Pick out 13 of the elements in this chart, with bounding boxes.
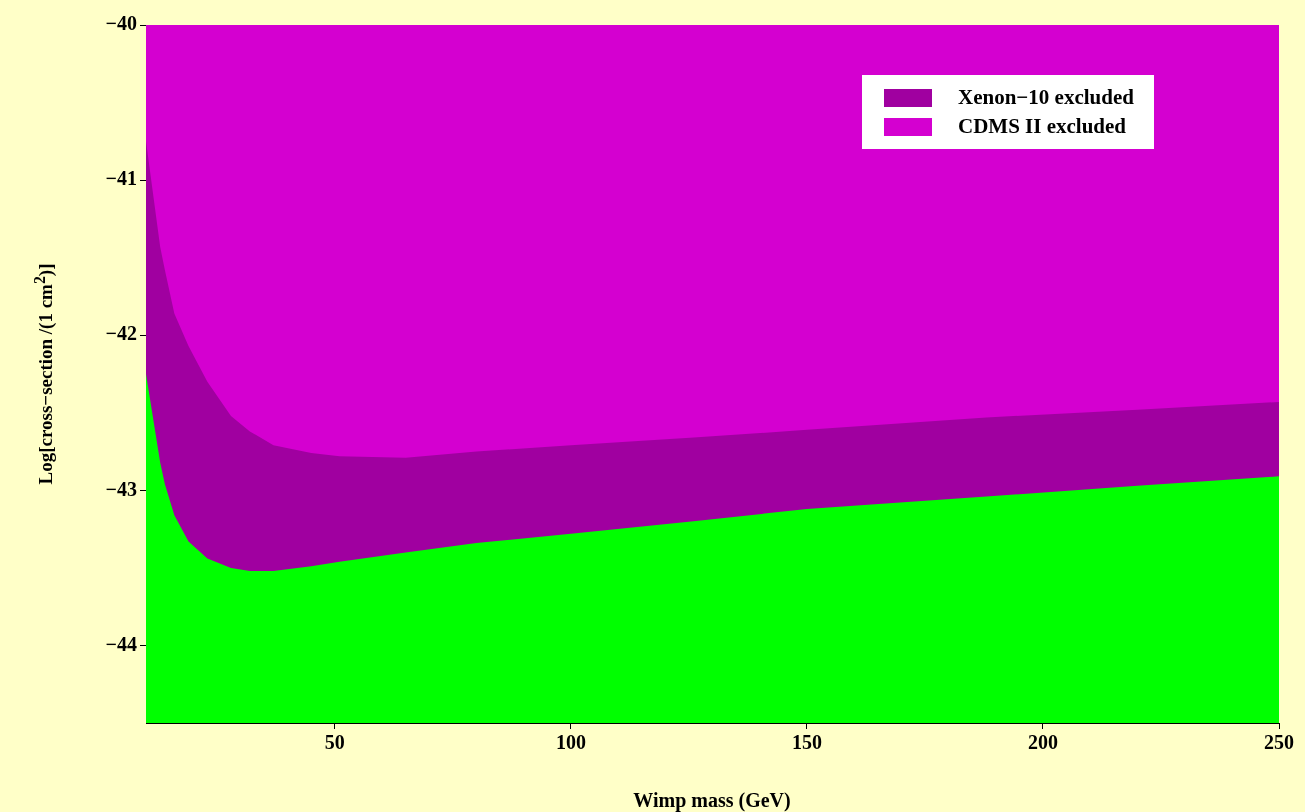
y-tick-label: −40 [105,12,137,35]
legend-label: Xenon−10 excluded [958,85,1134,110]
x-tick-label: 50 [324,731,345,754]
x-tick-label: 250 [1264,731,1294,754]
y-tick-label: −42 [105,322,137,345]
x-tick-label: 200 [1027,731,1058,754]
x-axis-title: Wimp mass (GeV) [633,788,791,812]
legend-label: CDMS II excluded [958,114,1127,139]
y-tick-label: −43 [105,477,137,500]
y-tick-label: −41 [105,167,137,190]
x-tick-label: 100 [555,731,586,754]
x-tick-label: 150 [791,731,822,754]
y-tick-label: −44 [105,632,137,655]
